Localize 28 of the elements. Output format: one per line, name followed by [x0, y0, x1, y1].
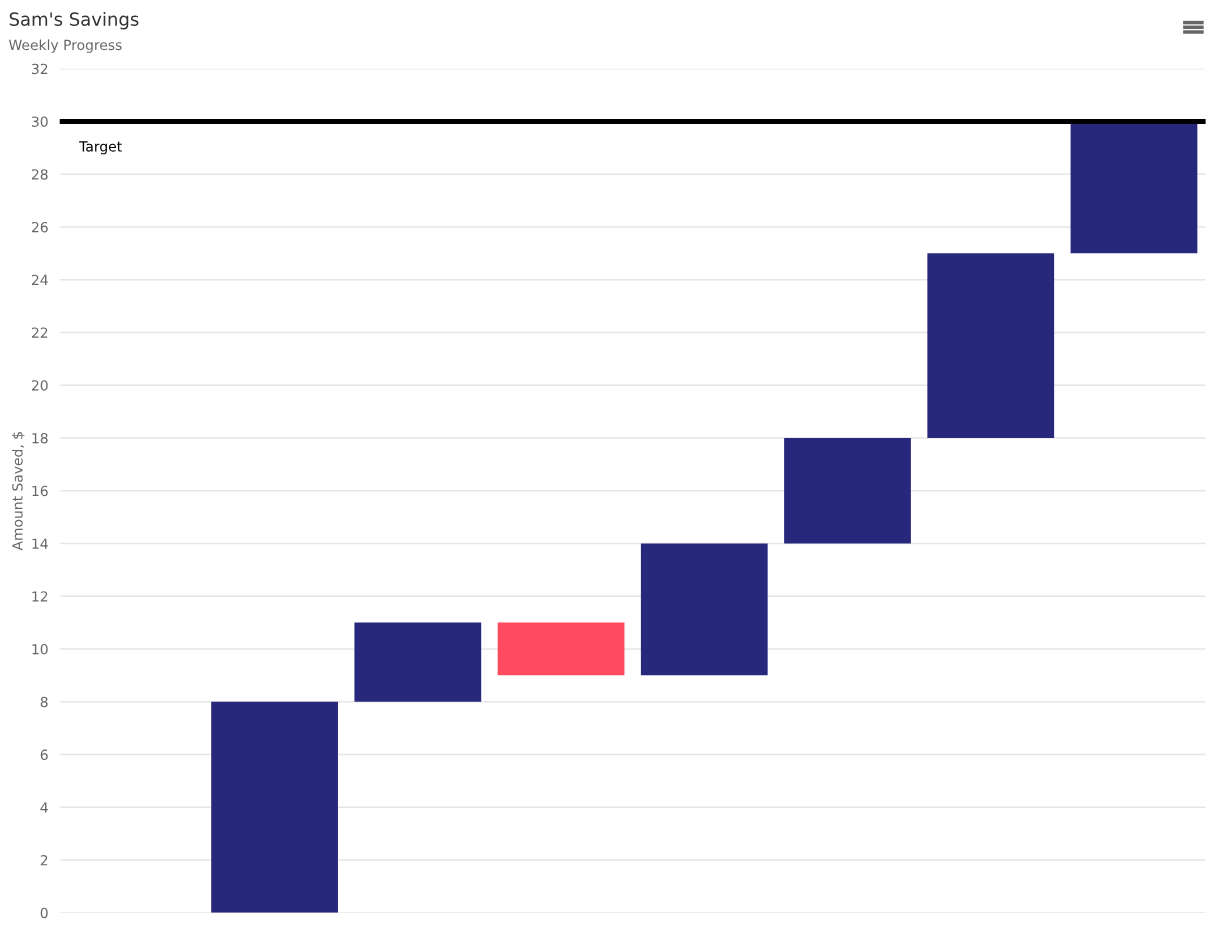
chart-subtitle: Weekly Progress — [9, 39, 122, 53]
bar — [354, 622, 482, 702]
bar — [497, 622, 625, 676]
y-tick-label: 6 — [40, 749, 48, 760]
y-tick-label: 26 — [31, 221, 48, 233]
y-tick-label: 10 — [32, 643, 48, 655]
y-tick-label: 22 — [31, 327, 48, 338]
y-tick-label: 2 — [40, 854, 48, 866]
bar — [1070, 121, 1198, 254]
y-tick-label: 16 — [32, 485, 48, 497]
bar — [927, 253, 1055, 438]
y-tick-label: 8 — [40, 696, 48, 708]
chart-title: Sam's Savings — [9, 11, 139, 30]
ref-line-label: Target — [79, 141, 122, 155]
y-tick-label: 4 — [40, 802, 48, 813]
y-tick-label: 24 — [31, 274, 48, 285]
y-tick-label: 20 — [31, 380, 48, 391]
bar — [784, 437, 911, 544]
y-tick-label: 12 — [32, 591, 48, 602]
y-tick-label: 18 — [32, 432, 48, 444]
y-tick-label: 28 — [31, 169, 48, 180]
y-axis-title: Amount Saved, $ — [11, 432, 25, 551]
y-tick-label: 30 — [32, 116, 48, 127]
bar — [211, 701, 338, 913]
y-tick-label: 32 — [32, 63, 48, 75]
y-tick-label: 14 — [32, 538, 48, 549]
bar — [640, 543, 768, 676]
y-tick-label: 0 — [40, 907, 48, 919]
